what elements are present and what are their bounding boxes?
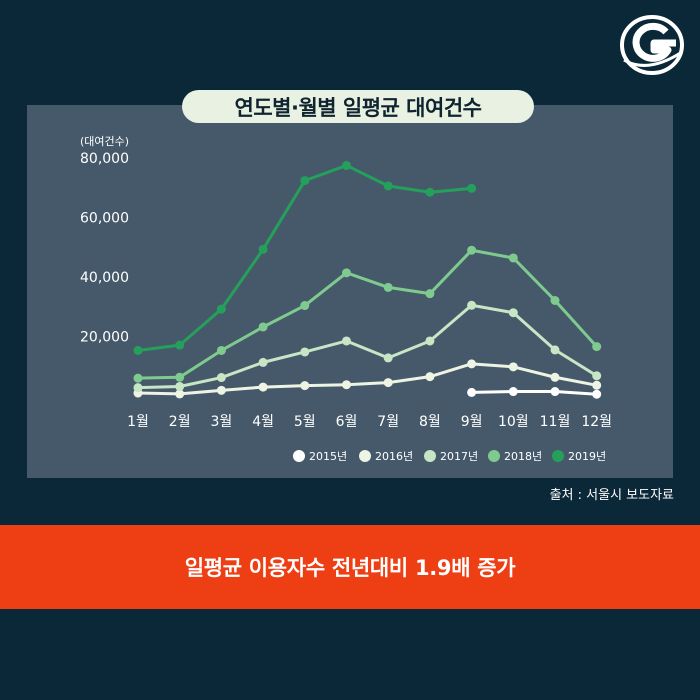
x-tick-label: 5월 — [294, 414, 316, 430]
legend-marker — [359, 450, 371, 462]
data-point — [258, 382, 268, 392]
x-tick-label: 6월 — [336, 414, 358, 430]
g-circle-logo-icon — [620, 15, 684, 75]
x-tick-label: 2월 — [169, 414, 191, 430]
data-point — [258, 244, 268, 254]
data-point — [300, 301, 310, 311]
x-tick-label: 3월 — [211, 414, 233, 430]
legend-label: 2018년 — [504, 450, 542, 463]
data-point — [342, 336, 351, 346]
y-tick-label: 80,000 — [80, 151, 129, 167]
data-point — [133, 373, 143, 383]
x-tick-label: 9월 — [461, 414, 483, 430]
data-point — [467, 183, 477, 193]
legend-label: 2016년 — [375, 450, 413, 463]
legend-label: 2015년 — [309, 450, 347, 463]
data-point — [592, 380, 602, 390]
data-point — [508, 387, 518, 397]
data-point — [425, 289, 435, 299]
x-tick-label: 12월 — [581, 414, 612, 430]
data-point — [550, 372, 560, 382]
data-point — [467, 300, 477, 310]
x-tick-label: 8월 — [419, 414, 441, 430]
data-point — [300, 381, 310, 391]
y-axis-label: (대여건수) — [80, 135, 129, 148]
legend-marker — [552, 450, 564, 462]
data-point — [550, 296, 560, 306]
data-point — [342, 380, 351, 390]
data-point — [216, 345, 226, 355]
data-point — [175, 340, 185, 350]
legend-marker — [293, 450, 305, 462]
data-point — [175, 381, 185, 391]
legend-label: 2019년 — [568, 450, 606, 463]
data-point — [425, 187, 435, 197]
data-point — [216, 373, 226, 383]
data-point — [383, 353, 393, 363]
data-point — [508, 308, 518, 318]
data-point — [133, 345, 143, 355]
data-point — [342, 160, 351, 170]
chart-title: 연도별·월별 일평균 대여건수 — [182, 90, 534, 123]
data-point — [216, 304, 226, 314]
data-point — [592, 389, 602, 399]
data-point — [508, 362, 518, 372]
series-line — [137, 248, 598, 380]
data-point — [216, 385, 226, 395]
data-point — [342, 268, 351, 278]
y-tick-label: 40,000 — [80, 270, 129, 286]
data-point — [592, 342, 602, 352]
series-2015년 — [467, 387, 602, 399]
series-line — [471, 390, 597, 396]
x-tick-label: 11월 — [540, 414, 571, 430]
data-point — [467, 387, 477, 397]
data-point — [175, 372, 185, 382]
series-2016년 — [133, 359, 602, 399]
data-point — [383, 282, 393, 292]
data-point — [592, 371, 602, 381]
source-note: 출처 : 서울시 보도자료 — [549, 488, 674, 503]
data-point — [258, 357, 268, 367]
x-tick-label: 10월 — [498, 414, 529, 430]
series-line — [137, 163, 472, 352]
data-point — [467, 245, 477, 255]
series-2018년 — [133, 245, 602, 383]
data-point — [300, 176, 310, 186]
y-tick-label: 20,000 — [80, 330, 129, 346]
series-2019년 — [133, 160, 477, 355]
x-tick-label: 4월 — [252, 414, 274, 430]
data-point — [467, 359, 477, 369]
data-point — [383, 181, 393, 191]
data-point — [258, 322, 268, 332]
series-2017년 — [133, 300, 602, 393]
legend-label: 2017년 — [440, 450, 478, 463]
data-point — [550, 345, 560, 355]
data-point — [133, 383, 143, 393]
x-tick-label: 1월 — [127, 414, 149, 430]
y-tick-label: 60,000 — [80, 211, 129, 227]
data-point — [425, 336, 435, 346]
data-point — [508, 253, 518, 263]
data-point — [383, 378, 393, 388]
series-line — [137, 303, 598, 390]
data-point — [175, 389, 185, 399]
data-point — [550, 387, 560, 397]
series-line — [137, 362, 597, 396]
legend-marker — [488, 450, 500, 462]
summary-banner: 일평균 이용자수 전년대비 1.9배 증가 — [0, 525, 700, 609]
data-point — [425, 372, 435, 382]
legend-marker — [424, 450, 436, 462]
x-tick-label: 7월 — [377, 414, 399, 430]
data-point — [300, 347, 310, 357]
